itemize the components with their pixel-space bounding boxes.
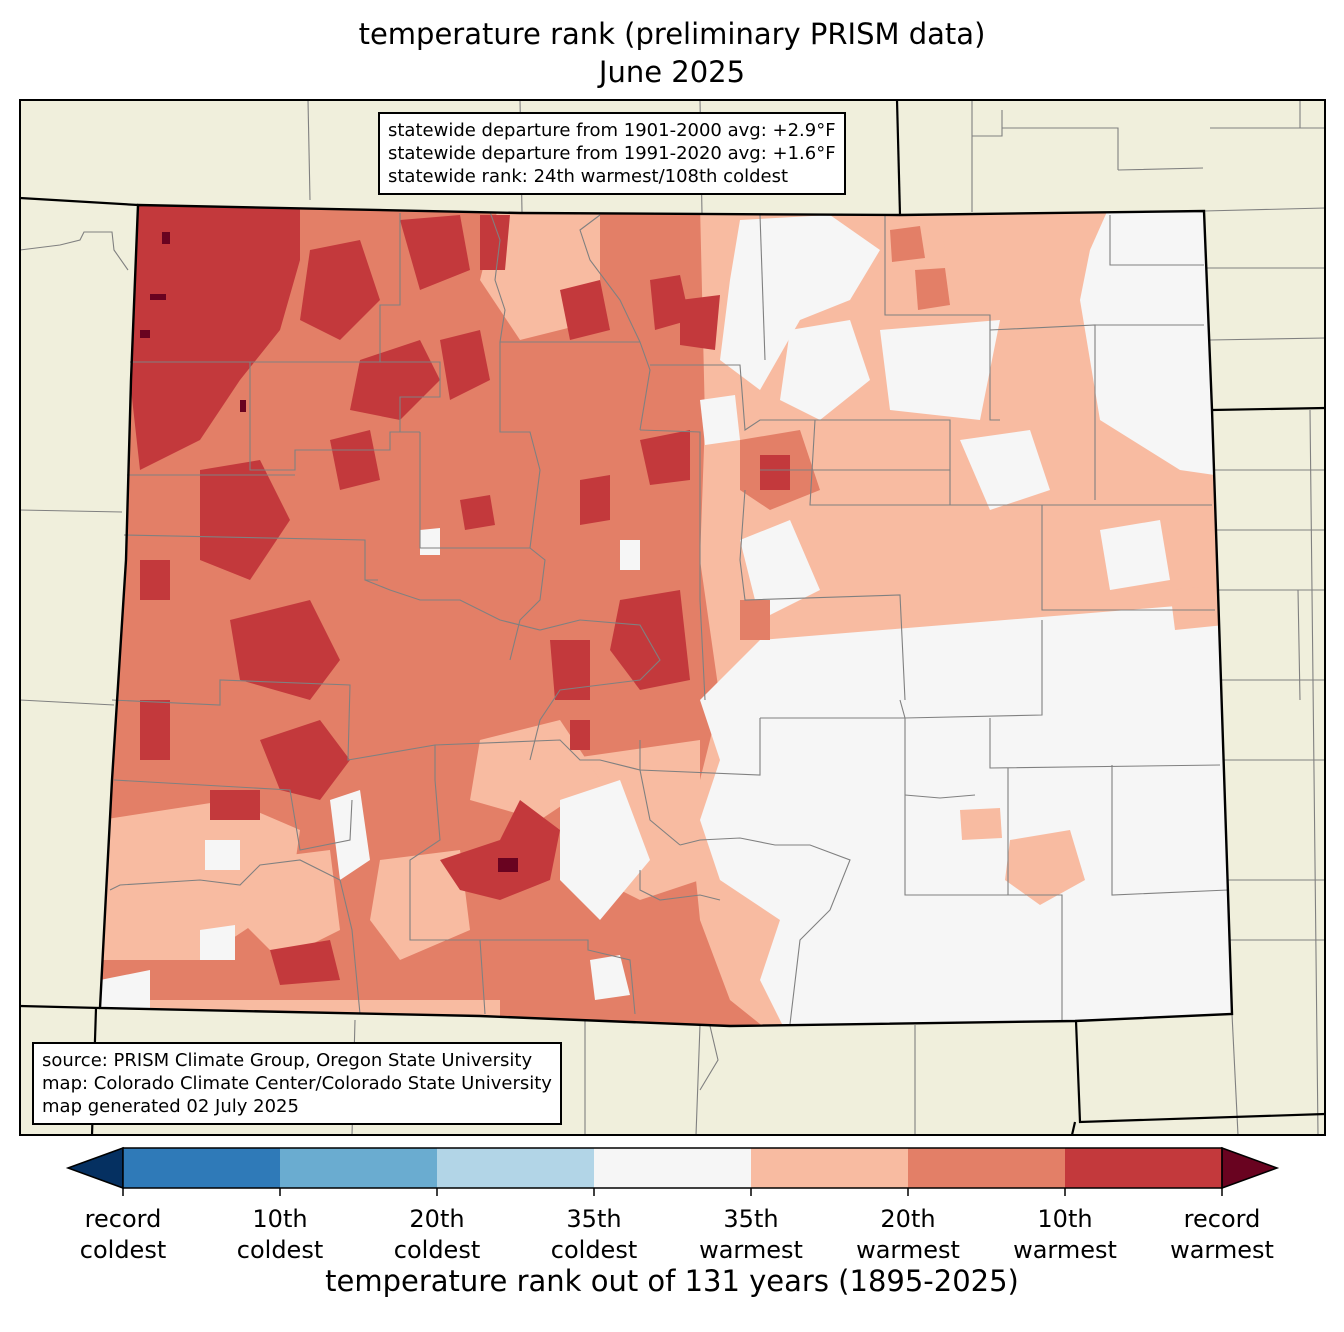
colorbar-label-record-warmest: record warmest bbox=[1170, 1205, 1274, 1264]
map-subtitle: June 2025 bbox=[598, 55, 746, 89]
colorbar-label-10th-coldest: 10th coldest bbox=[236, 1205, 324, 1264]
map-frame bbox=[19, 99, 1326, 1136]
stats-line-1901-2000: statewide departure from 1901-2000 avg: … bbox=[388, 120, 836, 141]
stats-line-rank: statewide rank: 24th warmest/108th colde… bbox=[388, 166, 789, 187]
colorbar-label-20th-warmest: 20th warmest bbox=[856, 1205, 960, 1264]
rank-field-warmest-10 bbox=[130, 205, 790, 985]
rank-field-warmest-35-islands bbox=[880, 220, 1225, 905]
colorbar-label-record-coldest: record coldest bbox=[79, 1205, 167, 1264]
statewide-stats-box: statewide departure from 1901-2000 avg: … bbox=[378, 112, 846, 195]
rank-field-record-warmest bbox=[140, 232, 518, 872]
stats-line-1991-2020: statewide departure from 1991-2020 avg: … bbox=[388, 143, 836, 164]
colorbar-label-20th-coldest: 20th coldest bbox=[393, 1205, 481, 1264]
source-line-prism: source: PRISM Climate Group, Oregon Stat… bbox=[42, 1050, 533, 1071]
colorbar-title: temperature rank out of 131 years (1895-… bbox=[325, 1264, 1019, 1298]
colorbar-label-35th-warmest: 35th warmest bbox=[699, 1205, 803, 1264]
colorado-boundary bbox=[98, 203, 1234, 1028]
colorbar-label-35th-coldest: 35th coldest bbox=[550, 1205, 638, 1264]
map-title: temperature rank (preliminary PRISM data… bbox=[358, 17, 986, 51]
source-line-map: map: Colorado Climate Center/Colorado St… bbox=[42, 1073, 552, 1094]
colorbar-label-10th-warmest: 10th warmest bbox=[1013, 1205, 1117, 1264]
source-box: source: PRISM Climate Group, Oregon Stat… bbox=[32, 1042, 562, 1125]
source-line-generated: map generated 02 July 2025 bbox=[42, 1096, 299, 1117]
county-lines bbox=[109, 211, 1229, 1025]
